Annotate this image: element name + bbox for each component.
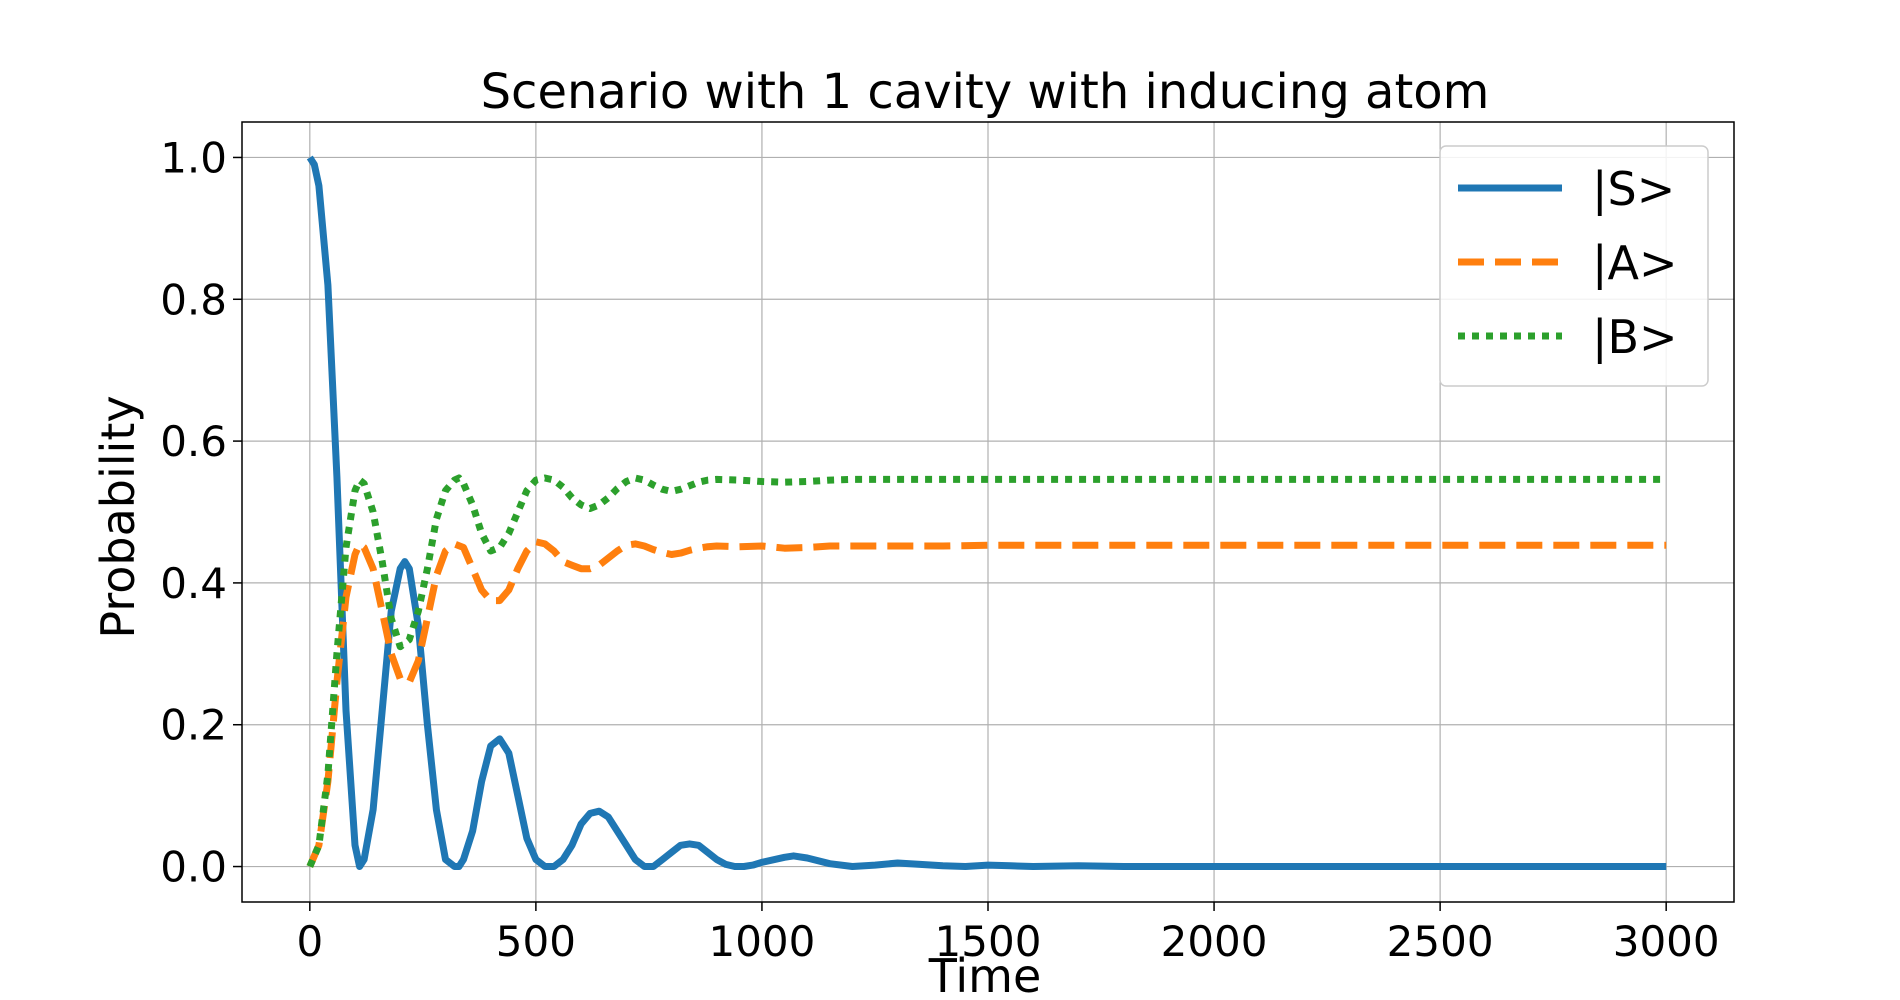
legend-label-2: |A> xyxy=(1592,236,1678,291)
x-tick-label: 1500 xyxy=(935,917,1042,966)
series-line-2 xyxy=(306,538,1667,868)
axis-ticks: 0 500 1000 1500 2000 2500 3000 0.0 0.2 0.4 0.6 0.8 1… xyxy=(160,133,1719,966)
y-tick-label: 0.8 xyxy=(160,275,227,324)
x-tick-label: 1000 xyxy=(708,917,815,966)
x-tick-label: 2500 xyxy=(1387,917,1494,966)
y-tick-label: 0.4 xyxy=(160,559,227,608)
y-tick-label: 1.0 xyxy=(160,133,227,182)
legend-box xyxy=(1439,145,1709,387)
y-tick-label: 0.0 xyxy=(160,843,227,892)
y-axis-label: Probability xyxy=(91,395,145,638)
x-tick-label: 500 xyxy=(496,917,576,966)
x-tick-label: 0 xyxy=(296,917,323,966)
x-tick-label: 2000 xyxy=(1161,917,1268,966)
gridlines xyxy=(242,122,1734,902)
series-line-3 xyxy=(306,474,1667,868)
y-tick-label: 0.2 xyxy=(160,701,227,750)
x-axis-label: Time xyxy=(928,949,1042,1000)
legend: |S> |A> |B> xyxy=(1439,145,1709,387)
x-tick-label: 3000 xyxy=(1613,917,1720,966)
legend-label-1: |S> xyxy=(1592,162,1675,217)
y-tick-label: 0.6 xyxy=(160,417,227,466)
series-line-1 xyxy=(306,155,1667,870)
series-lines xyxy=(306,155,1667,870)
legend-label-3: |B> xyxy=(1592,310,1678,365)
chart-title: Scenario with 1 cavity with inducing ato… xyxy=(481,64,1490,120)
